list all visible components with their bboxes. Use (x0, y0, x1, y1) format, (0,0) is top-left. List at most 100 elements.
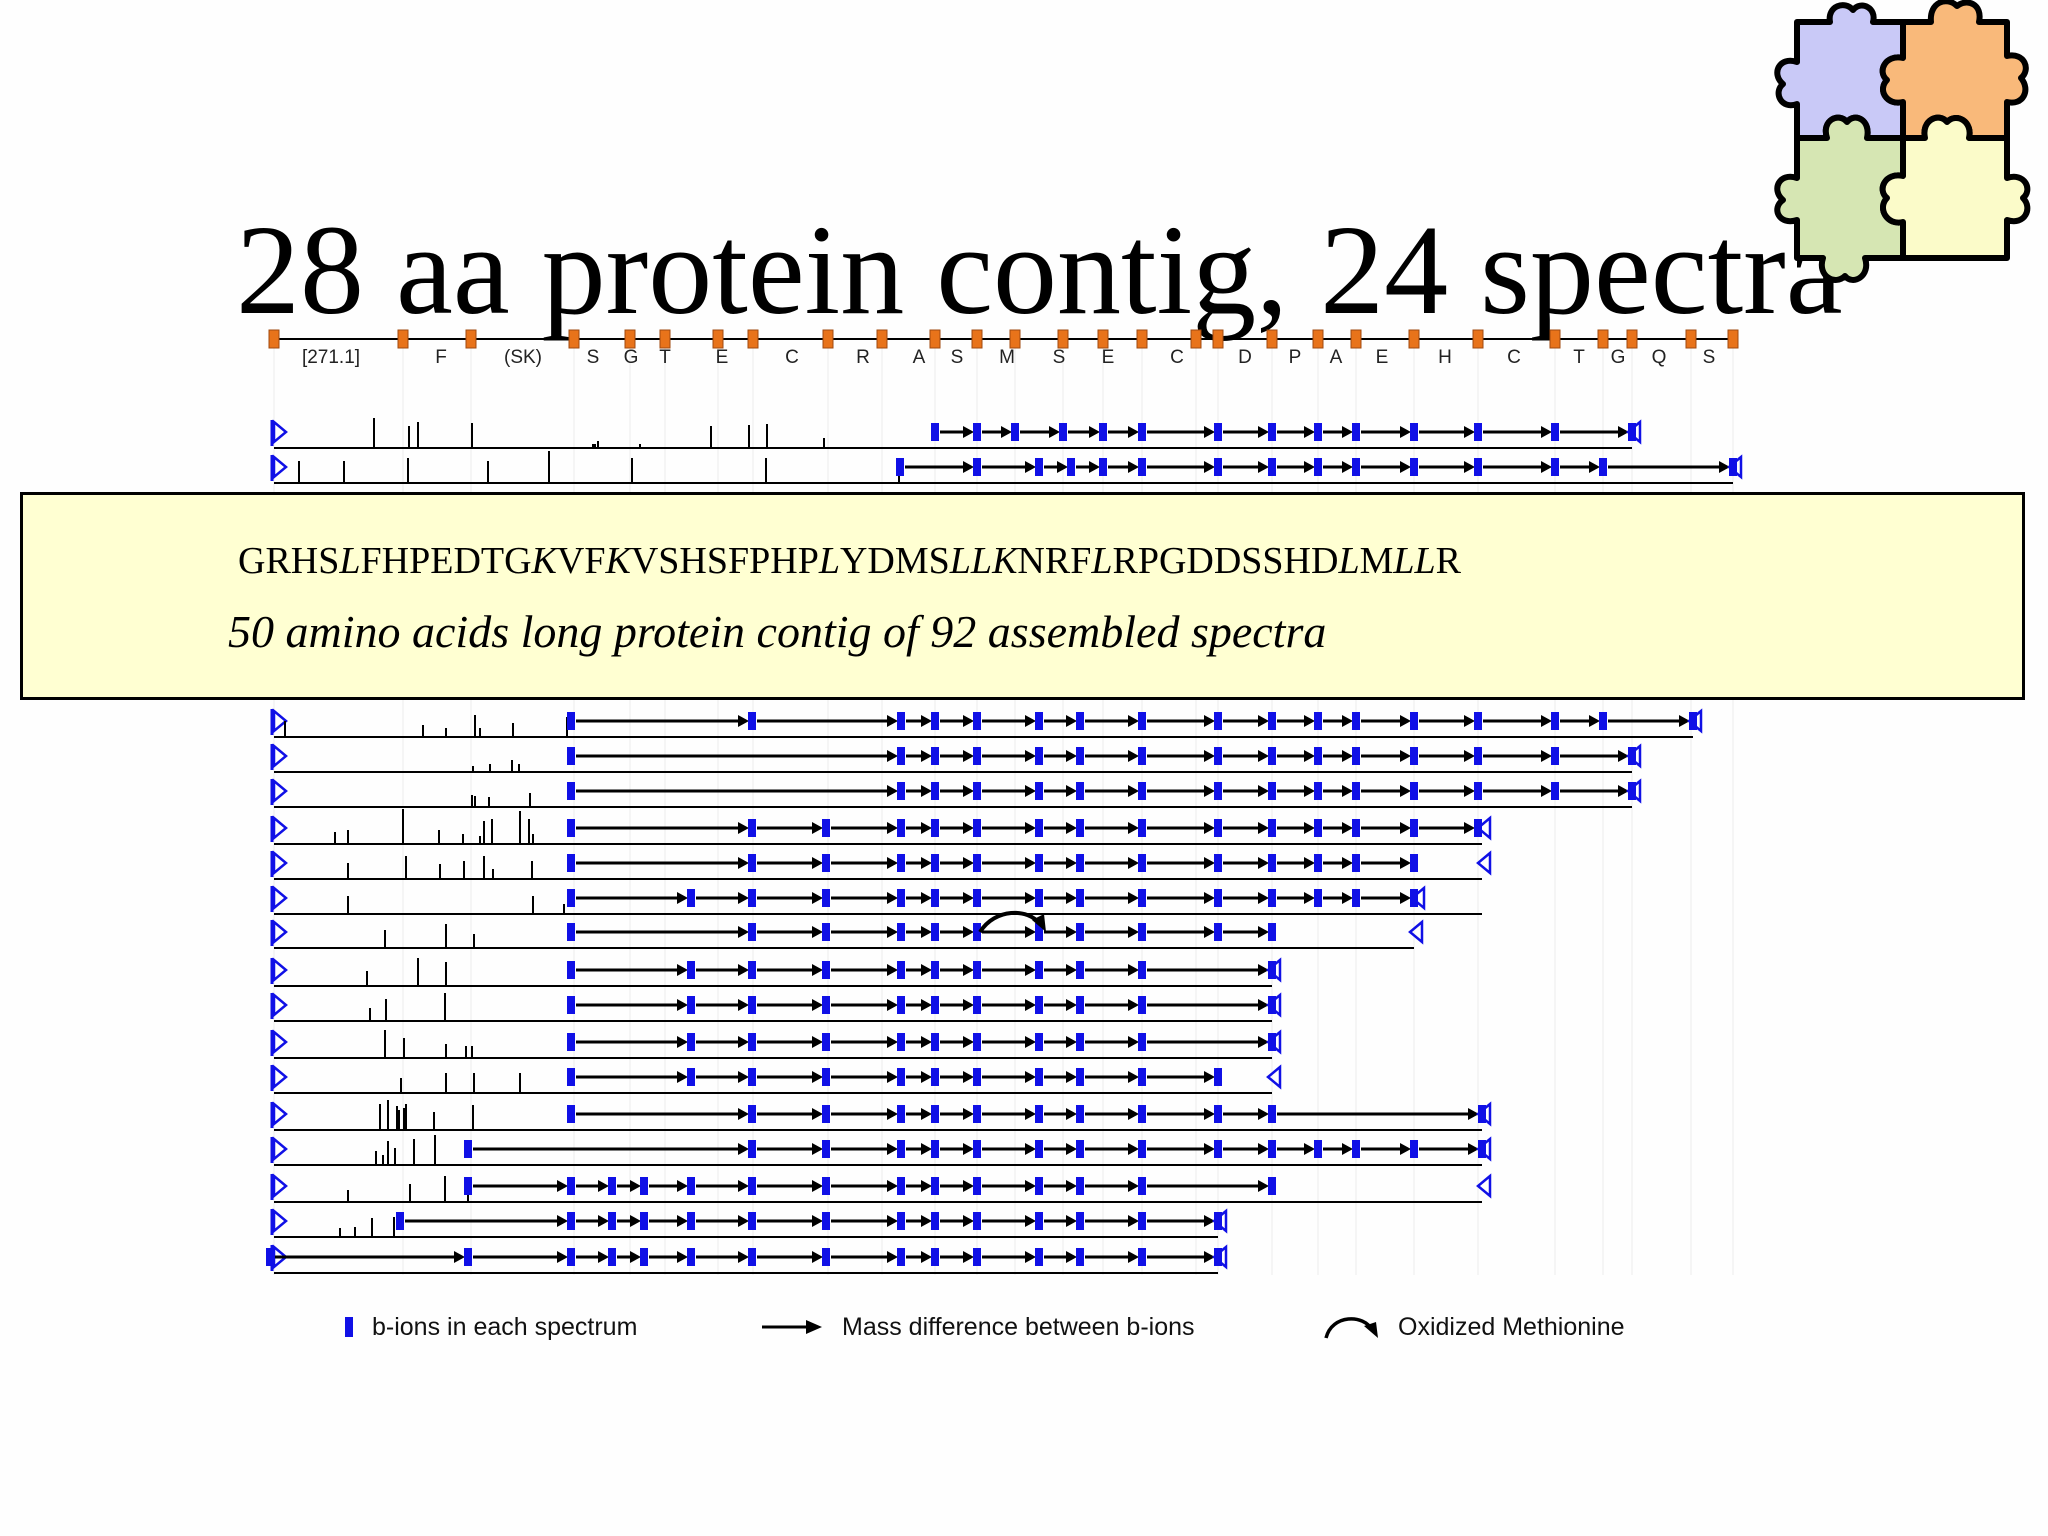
b-ion-marker (1011, 423, 1019, 441)
arrow-head (887, 964, 898, 976)
oxidized-met-curve (978, 910, 1042, 934)
contig-diagram: [271.1] F (SK) S G T E C R A S M S E C D P A E H C T G Q S (266, 329, 1743, 1275)
b-ion-marker (687, 996, 695, 1014)
arrow-head (1258, 1180, 1269, 1192)
arrow-head (812, 926, 823, 938)
backbone-marker (929, 329, 941, 349)
b-ion-marker (1035, 1068, 1043, 1086)
arrow-head (1066, 999, 1077, 1011)
spectrum-row (270, 1173, 1492, 1203)
spectrum-end-icon (1727, 454, 1743, 480)
b-ion-marker (687, 889, 695, 907)
b-ion-marker (567, 1248, 575, 1266)
arrow-head (1589, 461, 1600, 473)
arrow-head (1128, 1180, 1139, 1192)
arrow-head (738, 1071, 749, 1083)
arrow-head (963, 1180, 974, 1192)
b-ion-marker (1076, 1140, 1084, 1158)
b-ion-marker (1035, 1212, 1043, 1230)
b-ion-marker (748, 1140, 756, 1158)
b-ion-marker (1035, 854, 1043, 872)
arrow-head (1400, 426, 1411, 438)
b-ion-marker (931, 854, 939, 872)
sequence-segment: YDMS (839, 540, 950, 582)
b-ion-marker-icon (345, 1317, 353, 1337)
backbone-marker (1549, 329, 1561, 349)
b-ion-marker (822, 889, 830, 907)
b-ion-marker (822, 996, 830, 1014)
b-ion-marker (567, 996, 575, 1014)
arrow-head (921, 1036, 932, 1048)
spectrum-start-icon (272, 992, 288, 1018)
spectrum-end-icon (1476, 1136, 1492, 1162)
b-ion-marker (687, 1248, 695, 1266)
arrow-head (1400, 892, 1411, 904)
b-ion-marker (1214, 1140, 1222, 1158)
b-ion-marker (931, 1248, 939, 1266)
sequence-segment: VF (556, 540, 606, 582)
b-ion-marker (1138, 854, 1146, 872)
arrow-head (598, 1180, 609, 1192)
b-ion-marker (1268, 961, 1276, 979)
spectrum-start-icon (272, 850, 288, 876)
arrow-head (921, 785, 932, 797)
b-ion-marker (1076, 1177, 1084, 1195)
b-ion-marker (1410, 782, 1418, 800)
arrow-head (1025, 461, 1036, 473)
b-ion-marker (822, 1212, 830, 1230)
backbone-marker (397, 329, 409, 349)
b-ion-marker (1099, 423, 1107, 441)
b-ion-marker (748, 996, 756, 1014)
residue-label: M (999, 347, 1015, 368)
backbone-marker (1727, 329, 1739, 349)
b-ion-marker (1138, 1105, 1146, 1123)
b-ion-marker (1628, 747, 1636, 765)
sequence-segment: L (1091, 540, 1113, 582)
arrow-head (1258, 1143, 1269, 1155)
arrow-head (963, 1108, 974, 1120)
arrow-head (1025, 999, 1036, 1011)
b-ion-marker (1689, 712, 1697, 730)
b-ion-marker (822, 1177, 830, 1195)
arrow-head (1128, 1143, 1139, 1155)
b-ion-marker (931, 923, 939, 941)
b-ion-marker (567, 1212, 575, 1230)
spectrum-end-icon (1626, 743, 1642, 769)
backbone-marker (1212, 329, 1224, 349)
b-ion-marker (1628, 782, 1636, 800)
sequence-segment: L (1338, 540, 1360, 582)
spectrum-start-icon (272, 1173, 288, 1199)
arrow-head (1342, 1143, 1353, 1155)
arrow-head (963, 926, 974, 938)
b-ion-marker (748, 854, 756, 872)
arrow-head (887, 1251, 898, 1263)
arrow-head (1128, 1036, 1139, 1048)
b-ion-marker (1214, 1068, 1222, 1086)
backbone-marker (1350, 329, 1362, 349)
b-ion-marker (1352, 889, 1360, 907)
arrow-head (1204, 1108, 1215, 1120)
b-ion-marker (1138, 747, 1146, 765)
oxidized-met-head (1032, 914, 1046, 932)
b-ion-marker (1138, 961, 1146, 979)
arrow-head (1025, 715, 1036, 727)
arrow-head (963, 750, 974, 762)
b-ion-marker (1314, 1140, 1322, 1158)
arrow-head (887, 999, 898, 1011)
arrow-head (921, 1108, 932, 1120)
b-ion-marker (1076, 854, 1084, 872)
arrow-head (812, 1215, 823, 1227)
sequence-segment: K (531, 540, 557, 582)
arrow-head (921, 715, 932, 727)
b-ion-marker (1076, 712, 1084, 730)
b-ion-marker (973, 782, 981, 800)
sequence-segment: L (818, 540, 840, 582)
arrow-head (1258, 857, 1269, 869)
b-ion-marker (1214, 1248, 1222, 1266)
backbone-marker (624, 329, 636, 349)
b-ion-marker (1268, 712, 1276, 730)
residue-label: (SK) (504, 347, 542, 368)
arrow-head (1001, 426, 1012, 438)
spectrum-start-icon (272, 708, 288, 734)
b-ion-marker (1474, 423, 1482, 441)
